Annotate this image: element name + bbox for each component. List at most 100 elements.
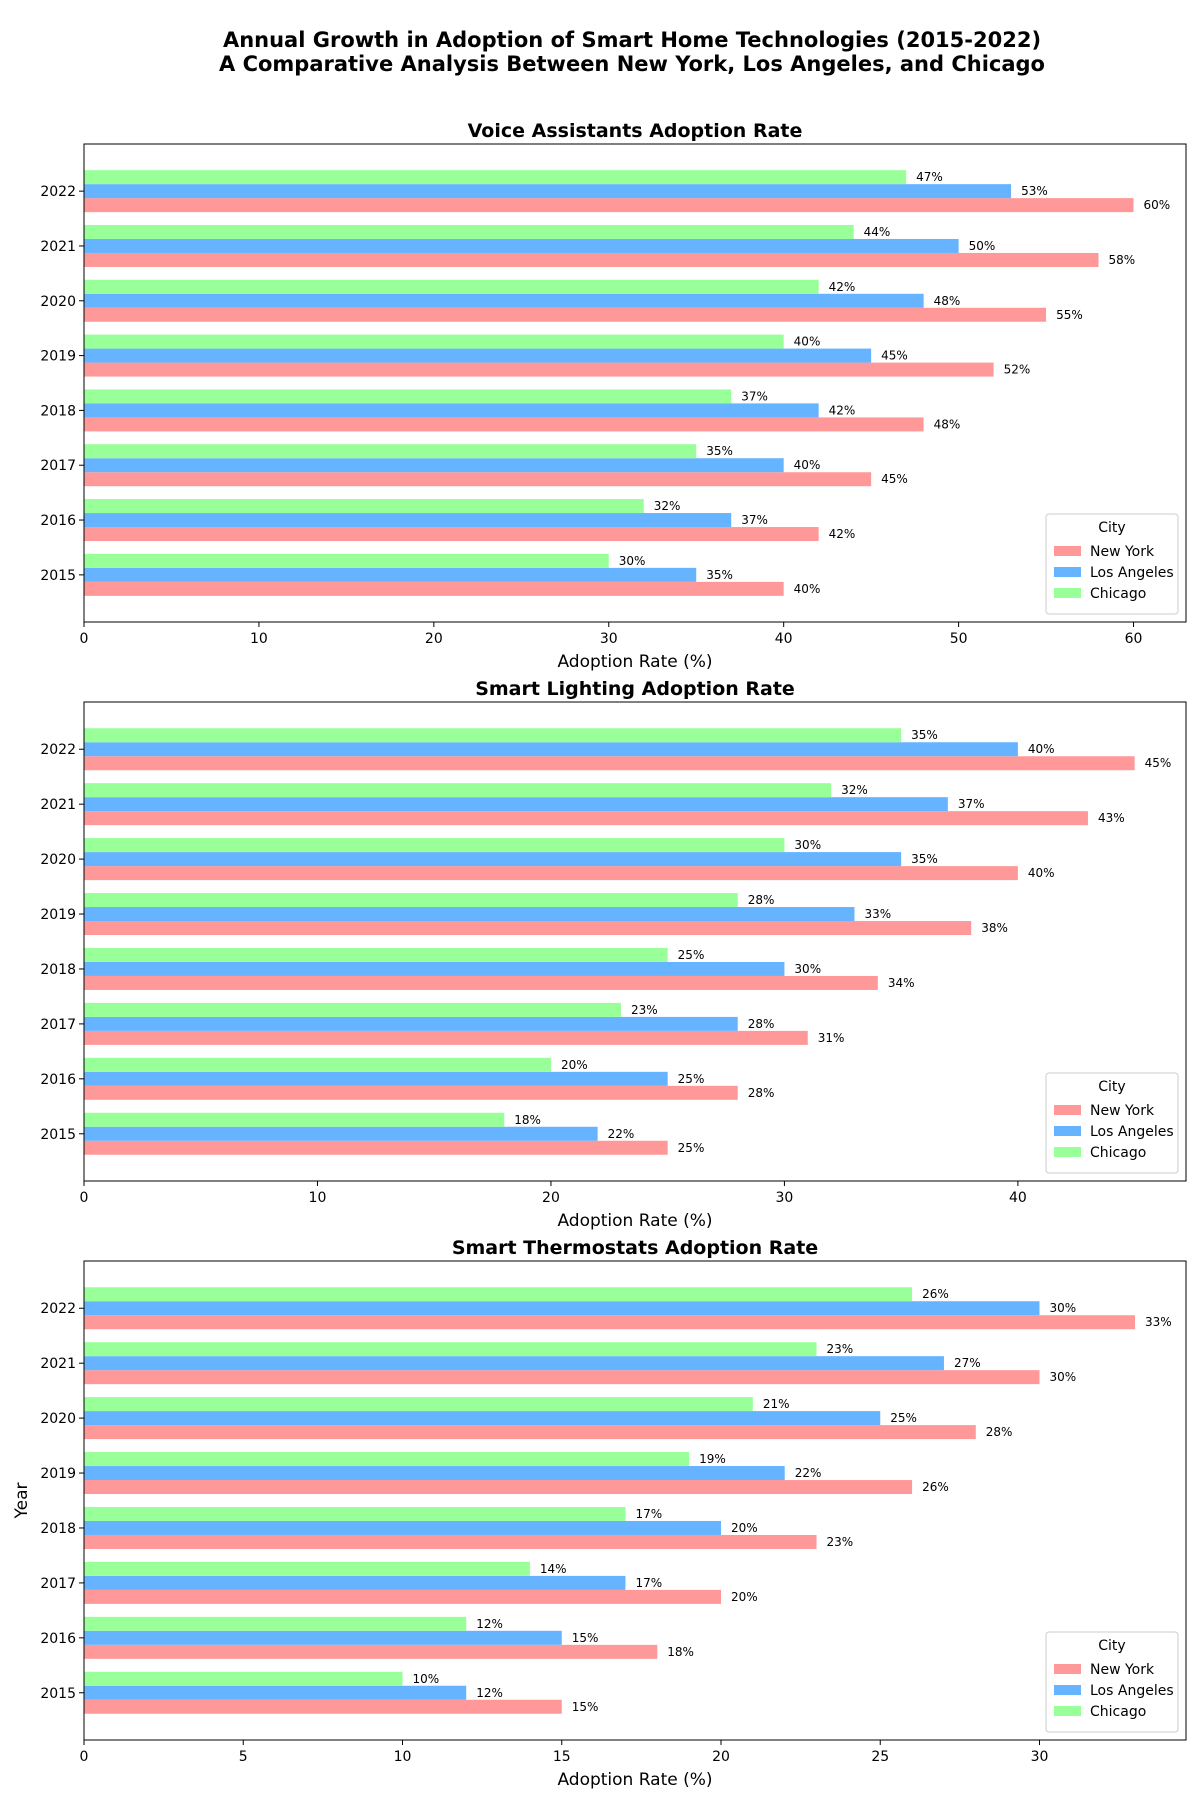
bar-new-york-2018 [84,975,878,990]
data-label: 18% [667,1645,694,1659]
legend-swatch [1054,546,1081,556]
bar-chicago-2022 [84,170,907,185]
data-label: 25% [678,948,705,962]
data-label: 19% [699,1452,726,1466]
bar-new-york-2015 [84,581,784,596]
y-tick-label: 2016 [40,1072,76,1088]
bar-new-york-2020 [84,1425,976,1440]
legend-label: Los Angeles [1090,1124,1174,1140]
bar-new-york-2021 [84,252,1099,267]
legend-title: City [1098,1079,1125,1095]
bar-los-angeles-2020 [84,1411,881,1426]
data-label: 20% [561,1058,588,1072]
data-label: 20% [731,1521,758,1535]
chart-panel-3: Smart Thermostats Adoption Rate 15% 18% 20%… [12,1237,1187,1790]
y-tick-label: 2022 [40,1301,76,1317]
x-tick-label: 20 [425,631,443,647]
data-label: 33% [1145,1315,1172,1329]
bar-chicago-2015 [84,1112,505,1127]
plot-frame [83,143,1187,623]
bar-new-york-2019 [84,362,994,377]
y-tick-label: 2019 [40,907,76,923]
legend-label: New York [1090,1662,1155,1678]
bar-new-york-2017 [84,1589,721,1604]
bar-chicago-2019 [84,334,784,349]
bar-los-angeles-2015 [84,1685,467,1700]
data-label: 30% [1049,1370,1076,1384]
y-tick-label: 2017 [40,1017,76,1033]
data-label: 40% [1028,866,1055,880]
y-tick-label: 2022 [40,742,76,758]
y-tick-label: 2018 [40,1521,76,1537]
bar-new-york-2021 [84,1370,1040,1385]
data-label: 21% [763,1397,790,1411]
bar-new-york-2022 [84,1315,1136,1330]
y-axis-label: Year [12,1482,32,1519]
y-tick-label: 2015 [40,1127,76,1143]
x-tick-label: 25 [871,1749,889,1765]
bar-new-york-2021 [84,811,1088,826]
figure-title-line-2: A Comparative Analysis Between New York,… [219,52,1045,76]
bar-los-angeles-2017 [84,1575,626,1590]
bar-chicago-2016 [84,1057,551,1072]
legend-label: New York [1090,1103,1155,1119]
y-tick-label: 2016 [40,513,76,529]
y-tick-label: 2017 [40,1576,76,1592]
legend-title: City [1098,520,1125,536]
x-tick-label: 10 [309,1190,327,1206]
data-label: 26% [922,1480,949,1494]
x-tick-label: 20 [712,1749,730,1765]
bar-chicago-2019 [84,893,738,908]
y-tick-label: 2019 [40,349,76,365]
x-tick-label: 15 [553,1749,571,1765]
bar-new-york-2020 [84,866,1018,881]
legend-label: Los Angeles [1090,1683,1174,1699]
bar-los-angeles-2022 [84,1301,1040,1316]
data-label: 60% [1144,198,1171,212]
chart-panel-2: Smart Lighting Adoption Rate 25% 28% 31% 34%… [40,678,1187,1231]
data-label: 25% [890,1411,917,1425]
legend-label: New York [1090,544,1155,560]
legend-title: City [1098,1638,1125,1654]
data-label: 58% [1109,253,1136,267]
legend-label: Los Angeles [1090,565,1174,581]
x-axis-label: Adoption Rate (%) [557,1211,712,1231]
bar-new-york-2020 [84,307,1047,322]
bar-new-york-2017 [84,1030,808,1045]
legend-label: Chicago [1090,586,1146,602]
bar-los-angeles-2017 [84,458,784,473]
bar-chicago-2018 [84,1506,626,1521]
x-tick-label: 10 [394,1749,412,1765]
bar-chicago-2020 [84,279,819,294]
data-label: 15% [572,1700,599,1714]
bar-chicago-2016 [84,499,644,514]
data-label: 26% [922,1287,949,1301]
data-label: 50% [969,239,996,253]
bar-los-angeles-2018 [84,403,819,418]
legend-swatch [1054,1685,1081,1695]
data-label: 23% [631,1003,658,1017]
legend-swatch [1054,1126,1081,1136]
bar-los-angeles-2015 [84,1126,598,1141]
bar-los-angeles-2020 [84,293,924,308]
bar-chicago-2018 [84,389,732,404]
x-tick-label: 20 [542,1190,560,1206]
chart-title: Voice Assistants Adoption Rate [468,120,803,142]
plot-frame [83,1260,1187,1741]
data-label: 33% [864,907,891,921]
bar-chicago-2022 [84,728,902,743]
legend-swatch [1054,1147,1081,1157]
data-label: 40% [1028,742,1055,756]
bar-chicago-2015 [84,553,609,568]
bar-los-angeles-2018 [84,1520,721,1535]
data-label: 28% [748,1086,775,1100]
data-label: 42% [829,527,856,541]
data-label: 17% [635,1576,662,1590]
bar-los-angeles-2017 [84,1016,738,1031]
bar-los-angeles-2016 [84,1071,668,1086]
legend-label: Chicago [1090,1145,1146,1161]
data-label: 40% [794,582,821,596]
data-label: 18% [514,1113,541,1127]
data-label: 22% [795,1466,822,1480]
data-label: 23% [827,1535,854,1549]
